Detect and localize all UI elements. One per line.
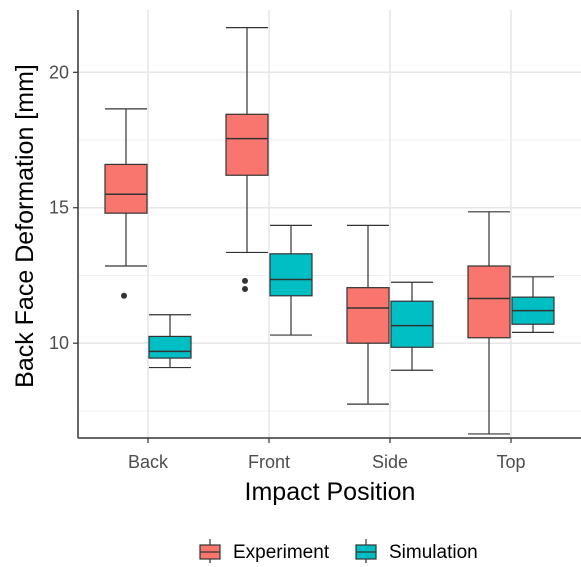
outlier-point	[242, 286, 248, 293]
box-iqr	[390, 300, 434, 348]
legend-label: Simulation	[389, 542, 478, 563]
box-iqr	[104, 163, 148, 214]
box-iqr	[148, 335, 192, 359]
box-iqr	[225, 113, 269, 176]
legend-item-simulation: Simulation	[355, 539, 478, 563]
box-simulation-top	[511, 276, 555, 333]
box-simulation-side	[390, 281, 434, 371]
box-simulation-front	[269, 224, 313, 336]
x-tick-label: Top	[496, 452, 525, 472]
box-experiment-back	[104, 108, 148, 299]
x-tick-label: Back	[128, 452, 169, 472]
box-experiment-front	[225, 27, 269, 293]
legend: Experiment Simulation	[199, 539, 478, 563]
y-tick-label: 20	[49, 62, 69, 82]
boxes	[104, 27, 555, 435]
legend-item-experiment: Experiment	[199, 539, 330, 563]
outlier-point	[121, 292, 127, 299]
axes: 10 15 20 Back Front Side Top	[49, 10, 581, 472]
box-simulation-back	[148, 314, 192, 369]
x-tick-label: Side	[372, 452, 408, 472]
grid-lines	[78, 10, 581, 438]
x-axis-title: Impact Position	[245, 478, 416, 506]
box-iqr	[269, 253, 313, 297]
box-experiment-top	[467, 211, 511, 435]
y-tick-label: 10	[49, 333, 69, 353]
box-iqr	[467, 265, 511, 339]
outlier-point	[242, 277, 248, 284]
x-tick-label: Front	[248, 452, 290, 472]
y-axis-title: Back Face Deformation [mm]	[11, 64, 39, 388]
box-iqr	[346, 287, 390, 344]
y-tick-label: 15	[49, 198, 69, 218]
box-experiment-side	[346, 224, 390, 405]
legend-label: Experiment	[233, 542, 330, 563]
